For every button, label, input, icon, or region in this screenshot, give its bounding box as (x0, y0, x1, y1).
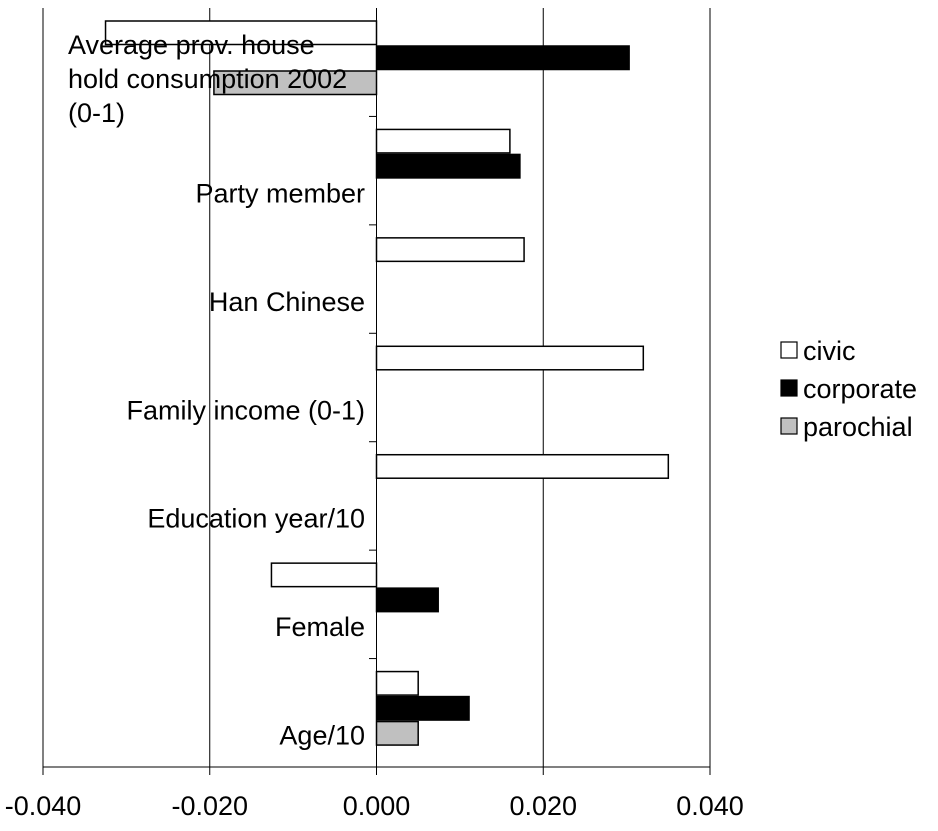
bars (104, 20, 670, 746)
category-label-4: Education year/10 (147, 504, 365, 534)
x-tick-labels: -0.040 -0.020 0.000 0.020 0.040 (5, 791, 744, 821)
category-label-2: Han Chinese (209, 287, 365, 317)
bar-civic-2 (375, 237, 525, 263)
legend-label-civic: civic (803, 336, 856, 366)
category-label-0: Average prov. house hold consumption 2002… (68, 30, 347, 128)
category-label-6: Age/10 (279, 721, 365, 751)
bar-civic-5 (270, 562, 378, 588)
legend: civic corporate parochial (780, 336, 917, 442)
bar-civic-3 (375, 345, 645, 371)
axes (42, 115, 711, 775)
bar-corporate-6 (375, 695, 470, 721)
bar-corporate-1 (375, 153, 521, 179)
legend-swatch-corporate (780, 379, 798, 397)
category-label-5: Female (275, 612, 365, 642)
gridlines (42, 8, 711, 767)
x-tick-label-0: -0.040 (5, 791, 82, 821)
category-label-3: Family income (0-1) (126, 395, 365, 425)
bar-corporate-5 (375, 587, 439, 613)
x-tick-label-4: 0.040 (676, 791, 744, 821)
bar-civic-4 (375, 453, 670, 479)
bar-civic-6 (375, 670, 419, 696)
legend-swatch-civic (780, 341, 798, 359)
category-labels: Average prov. house hold consumption 2002… (68, 30, 365, 751)
x-tick-label-3: 0.020 (509, 791, 577, 821)
x-tick-label-1: -0.020 (171, 791, 248, 821)
bar-civic-1 (375, 128, 511, 154)
x-tick-label-2: 0.000 (343, 791, 411, 821)
legend-swatch-parochial (780, 417, 798, 435)
bar-corporate-0 (375, 45, 630, 71)
legend-label-parochial: parochial (803, 412, 913, 442)
bar-parochial-0 (213, 70, 378, 96)
bar-parochial-6 (375, 720, 419, 746)
bar-civic-0 (104, 20, 378, 46)
category-label-1: Party member (195, 178, 365, 208)
legend-label-corporate: corporate (803, 374, 917, 404)
